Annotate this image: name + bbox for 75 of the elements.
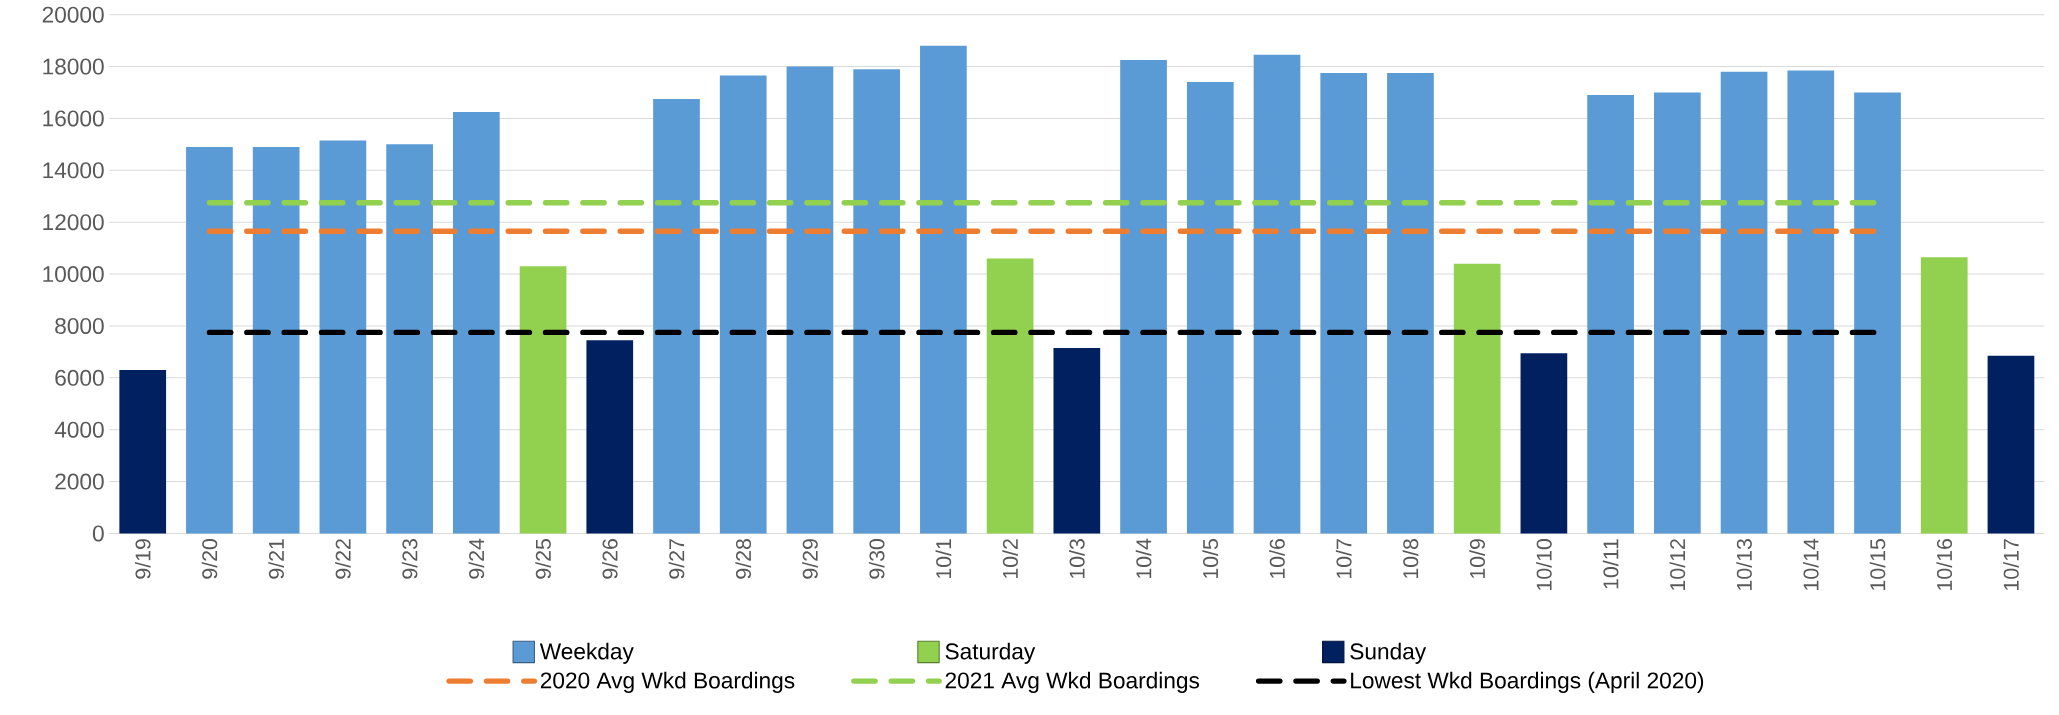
legend-label: Sunday [1350,642,1427,665]
bar [786,66,834,534]
y-tick-label: 8000 [55,318,104,335]
x-tick-label: 9/27 [668,539,685,579]
bar [1320,73,1368,534]
bar [1720,71,1768,534]
x-tick-label: 10/15 [1869,539,1886,590]
y-tick-label: 4000 [54,421,104,438]
x-tick-label: 9/20 [201,539,218,579]
bar [1987,355,2035,534]
x-tick-label: 10/7 [1335,539,1352,579]
y-tick-label: 12000 [43,214,104,231]
bar [653,99,700,534]
legend-label: Lowest Wkd Boardings (April 2020) [1351,671,1704,694]
x-tick-label: 10/10 [1536,539,1552,590]
y-tick-label: 18000 [43,58,104,75]
bar [1587,95,1634,534]
bar [186,147,233,534]
y-tick-label: 2000 [55,473,104,490]
y-tick-label: 16000 [43,110,104,127]
bar [719,75,767,534]
x-tick-label: 9/21 [268,539,284,579]
x-tick-label: 9/24 [468,538,485,579]
bar [252,147,300,534]
x-tick-label: 10/4 [1135,538,1152,579]
x-tick-label: 10/17 [2003,539,2019,590]
bar [586,340,634,534]
bar [1520,353,1568,534]
bar [1120,60,1167,534]
x-tick-label: 9/23 [401,539,418,579]
x-tick-label: 10/14 [1802,538,1819,590]
x-tick-label: 9/28 [735,539,752,579]
x-tick-label: 9/19 [134,539,151,579]
x-tick-label: 10/3 [1069,539,1085,579]
y-tick-label: 10000 [43,266,104,283]
bar [1653,92,1701,534]
bar [452,112,500,534]
x-tick-label: 9/29 [802,539,818,579]
x-tick-label: 10/9 [1469,539,1486,579]
y-tick-label: 14000 [43,162,104,179]
x-tick-label: 9/25 [535,539,551,579]
bar [119,370,167,534]
bar [986,258,1034,534]
x-tick-label: 10/2 [1002,539,1018,579]
x-tick-label: 10/1 [935,539,952,579]
bar [519,266,567,534]
bar [920,45,967,534]
x-tick-label: 9/26 [601,539,618,579]
x-tick-label: 10/13 [1736,539,1752,590]
x-tick-label: 10/6 [1269,539,1285,579]
legend-label: 2021 Avg Wkd Boardings [945,671,1200,694]
y-tick-label: 6000 [55,369,104,386]
bar [1186,82,1234,534]
bar [853,69,901,534]
x-tick-label: 9/22 [335,539,351,579]
legend-label: Weekday [539,642,634,665]
bar [1787,70,1835,534]
x-tick-label: 10/16 [1936,539,1953,590]
legend-label: 2020 Avg Wkd Boardings [540,671,795,694]
x-tick-label: 10/5 [1202,539,1219,579]
x-tick-label: 10/8 [1402,539,1419,579]
y-tick-label: 0 [92,525,104,542]
bar [1387,73,1434,534]
x-tick-label: 9/30 [868,539,885,579]
x-tick-label: 10/11 [1602,539,1619,589]
y-tick-label: 20000 [42,6,104,23]
bar [1253,54,1301,534]
bar [386,144,433,534]
bar [319,140,367,534]
legend-label: Saturday [945,642,1036,665]
bar [1453,263,1501,534]
bar [1854,92,1901,534]
bar [1053,348,1101,534]
bar [1920,257,1968,534]
x-tick-label: 10/12 [1669,539,1686,590]
